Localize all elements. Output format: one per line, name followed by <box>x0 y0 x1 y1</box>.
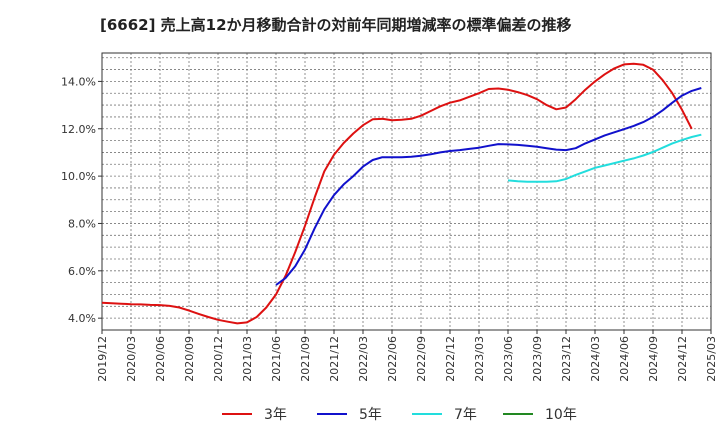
x-tick-label: 2021/03 <box>241 336 254 382</box>
legend-label: 10年 <box>545 407 577 423</box>
y-axis-ticks: 4.0% 6.0% 8.0% 10.0% 12.0% 14.0% <box>61 75 102 325</box>
series-line-7年 <box>507 133 702 183</box>
x-tick-label: 2021/12 <box>328 336 341 382</box>
plot-frame <box>101 52 712 331</box>
x-tick-label: 2023/12 <box>560 336 573 382</box>
legend: 3年 5年 7年 10年 <box>222 407 577 423</box>
series-line-5年 <box>275 87 702 286</box>
y-tick-label: 4.0% <box>68 312 96 325</box>
x-tick-label: 2020/09 <box>183 336 196 382</box>
x-tick-label: 2020/12 <box>212 336 225 382</box>
x-tick-label: 2022/12 <box>444 336 457 382</box>
x-tick-label: 2022/09 <box>415 336 428 382</box>
x-tick-label: 2024/03 <box>589 336 602 382</box>
x-tick-label: 2023/06 <box>502 336 515 382</box>
x-tick-label: 2021/09 <box>299 336 312 382</box>
y-tick-label: 6.0% <box>68 265 96 278</box>
x-tick-label: 2019/12 <box>96 336 109 382</box>
x-tick-label: 2022/06 <box>386 336 399 382</box>
x-tick-label: 2020/03 <box>125 336 138 382</box>
chart-title: [6662] 売上高12か月移動合計の対前年同期増減率の標準偏差の推移 <box>100 16 572 34</box>
x-tick-label: 2023/03 <box>473 336 486 382</box>
series-line-3年 <box>101 62 693 325</box>
legend-label: 5年 <box>359 407 382 423</box>
y-tick-label: 10.0% <box>61 170 96 183</box>
x-tick-label: 2024/12 <box>676 336 689 382</box>
y-tick-label: 8.0% <box>68 217 96 230</box>
legend-label: 7年 <box>454 407 477 423</box>
x-tick-label: 2024/09 <box>647 336 660 382</box>
y-tick-label: 14.0% <box>61 75 96 88</box>
y-tick-label: 12.0% <box>61 123 96 136</box>
grid-layer <box>101 53 712 330</box>
x-tick-label: 2024/06 <box>618 336 631 382</box>
x-axis-ticks: 2019/12 2020/03 2020/06 2020/09 2020/12 2021/… <box>96 330 718 382</box>
x-tick-label: 2025/03 <box>705 336 718 382</box>
x-tick-label: 2022/03 <box>357 336 370 382</box>
x-tick-label: 2021/06 <box>270 336 283 382</box>
x-tick-label: 2023/09 <box>531 336 544 382</box>
legend-label: 3年 <box>264 407 287 423</box>
series-layer <box>101 62 702 325</box>
x-tick-label: 2020/06 <box>154 336 167 382</box>
